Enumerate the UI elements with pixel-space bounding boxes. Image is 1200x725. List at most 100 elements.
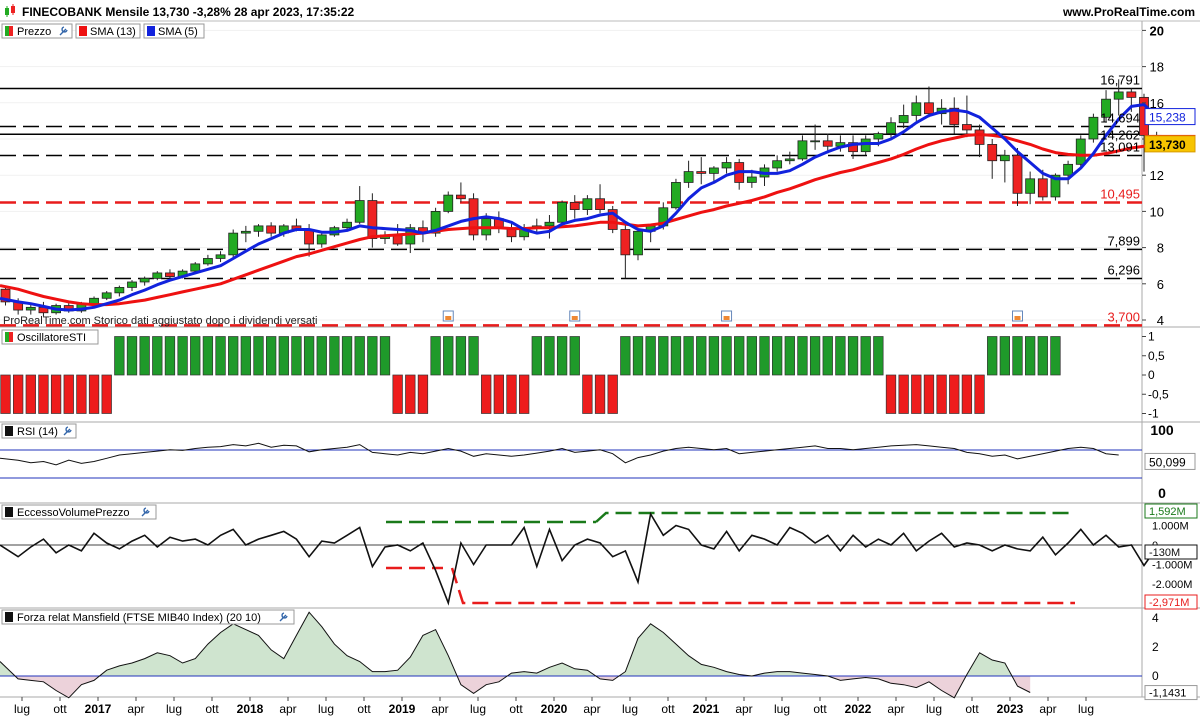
- mansfield-panel[interactable]: 4 2 0 -1,1431 Forza relat Mansfield (FTSE M…: [0, 609, 1198, 701]
- price-axis-label: 10: [1150, 204, 1164, 219]
- candle-down: [949, 107, 960, 125]
- wrench-icon[interactable]: [279, 612, 288, 622]
- x-axis-label: 2023: [997, 702, 1024, 716]
- sti-bar-positive: [771, 336, 783, 376]
- x-axis-label: ott: [53, 702, 67, 716]
- vol-tag-box: [1144, 503, 1198, 519]
- sti-bar-positive: [253, 336, 264, 376]
- x-axis-label: lug: [166, 702, 182, 716]
- vol-tag-label: -130M: [1149, 547, 1180, 559]
- website-link[interactable]: www.ProRealTime.com: [1062, 5, 1195, 19]
- mansfield-axis-label: 4: [1152, 611, 1159, 625]
- volume-excess-panel[interactable]: 1.000M0-1.000M-2.000M1,592M-130M-2,971M …: [0, 503, 1198, 610]
- price-axis-label: 16: [1150, 96, 1164, 111]
- price-tag-label: 13,730: [1149, 138, 1186, 152]
- sti-bar-positive: [847, 336, 859, 376]
- vol-tag-box: [1144, 594, 1198, 610]
- sti-bar-positive: [379, 336, 391, 376]
- wrench-icon[interactable]: [63, 426, 72, 436]
- candle-up: [152, 272, 163, 279]
- candle-down: [1037, 178, 1048, 198]
- x-axis-label: 2020: [541, 702, 568, 716]
- sti-bar-positive: [316, 336, 327, 376]
- sti-bar-positive: [190, 336, 201, 376]
- vol-axis-label: -2.000M: [1152, 579, 1192, 591]
- wrench-icon[interactable]: [59, 26, 68, 36]
- sti-bar-positive: [329, 336, 340, 376]
- candle-up: [114, 287, 125, 294]
- mansfield-line: [0, 611, 1031, 699]
- sma13-swatch-icon: [79, 26, 87, 36]
- x-axis-label: apr: [887, 702, 904, 716]
- wrench-icon[interactable]: [141, 507, 150, 517]
- legend-price[interactable]: Prezzo: [1, 23, 73, 39]
- sti-axis-label: -1: [1148, 407, 1159, 421]
- x-axis-label: lug: [14, 702, 30, 716]
- rsi-line: [0, 442, 1119, 466]
- sti-bar-positive: [873, 336, 884, 376]
- x-axis-label: lug: [774, 702, 790, 716]
- x-axis-label: ott: [813, 702, 827, 716]
- x-axis-label: 2019: [389, 702, 416, 716]
- sti-bar-positive: [670, 336, 682, 376]
- mansfield-value-label: -1,1431: [1149, 688, 1186, 700]
- candle-up: [240, 230, 251, 234]
- legend-price-label: Prezzo: [17, 26, 51, 38]
- candle-down: [0, 288, 11, 303]
- sti-bar-positive: [303, 336, 315, 376]
- sti-axis-label: -0,5: [1148, 387, 1169, 401]
- sti-axis-label: 1: [1148, 330, 1155, 344]
- sti-bar-positive: [240, 336, 252, 376]
- sti-bar-negative: [101, 374, 112, 414]
- vol-tag-label: -2,971M: [1149, 597, 1189, 609]
- sti-bar-positive: [708, 336, 720, 376]
- sti-bar-positive: [987, 336, 998, 376]
- vol-legend[interactable]: EccessoVolumePrezzo: [1, 504, 157, 520]
- sti-legend[interactable]: OscillatoreSTI: [1, 329, 99, 345]
- price-axis-label: 18: [1150, 60, 1164, 75]
- sti-bar-positive: [164, 336, 176, 376]
- candle-up: [683, 171, 694, 183]
- x-axis-label: 2022: [845, 702, 872, 716]
- mansfield-axis-label: 2: [1152, 640, 1159, 654]
- x-axis-label: ott: [357, 702, 371, 716]
- candle-up: [860, 138, 871, 153]
- x-axis-label: apr: [279, 702, 296, 716]
- sti-bar-positive: [759, 336, 770, 376]
- candle-up: [25, 306, 36, 311]
- candle-up: [354, 200, 365, 223]
- price-axis-label: 20: [1150, 23, 1164, 38]
- candle-up: [228, 232, 239, 256]
- level-label: 3,700: [1107, 309, 1140, 324]
- price-axis-label: 4: [1157, 313, 1164, 328]
- sti-bar-negative: [63, 374, 74, 414]
- price-panel[interactable]: ProRealTime.com Storico dati aggiustato …: [0, 23, 1196, 328]
- x-axis-label: ott: [661, 702, 675, 716]
- volume-excess-line: [0, 511, 1158, 606]
- rsi-panel[interactable]: 100 0 50,099 RSI (14): [0, 422, 1196, 501]
- sti-bar-positive: [734, 336, 745, 376]
- sti-axis-label: 0: [1148, 368, 1155, 382]
- dividend-icon-bar: [1014, 316, 1021, 320]
- legend-sma13[interactable]: SMA (13): [75, 23, 141, 39]
- x-axis-label: 2021: [693, 702, 720, 716]
- legend-sma5[interactable]: SMA (5): [143, 23, 205, 39]
- candle-down: [367, 200, 378, 239]
- mansfield-legend[interactable]: Forza relat Mansfield (FTSE MIB40 Index)…: [1, 609, 295, 625]
- mansfield-axis-label: 0: [1152, 669, 1159, 683]
- level-label: 10,495: [1100, 186, 1140, 201]
- candle-up: [1050, 174, 1061, 198]
- rsi-swatch-icon: [5, 426, 13, 436]
- price-tag-label: 15,238: [1149, 111, 1186, 125]
- rsi-legend[interactable]: RSI (14): [1, 423, 77, 439]
- sti-bar-positive: [126, 336, 138, 376]
- x-axis-label: apr: [583, 702, 600, 716]
- legend-sma5-label: SMA (5): [158, 26, 198, 38]
- candle-up: [671, 182, 681, 209]
- sti-bar-negative: [594, 374, 606, 414]
- mansfield-positive-area: [0, 612, 1031, 676]
- candle-down: [696, 171, 707, 174]
- sti-panel[interactable]: 1 0,5 0 -0,5 -1 OscillatoreSTI: [0, 329, 1169, 421]
- sti-bar-positive: [1050, 336, 1061, 376]
- x-axis-label: apr: [431, 702, 448, 716]
